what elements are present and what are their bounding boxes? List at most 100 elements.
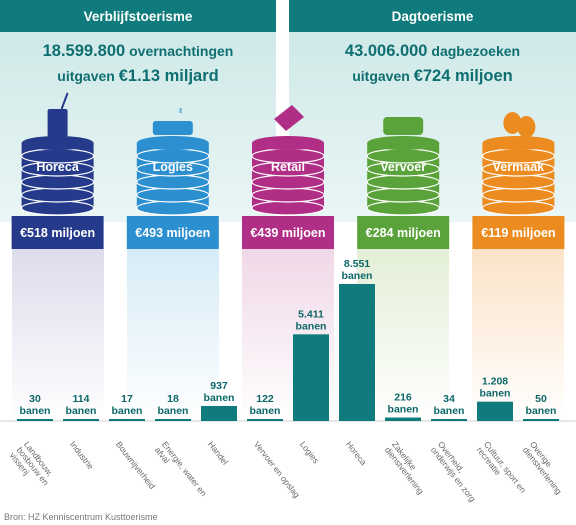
day-title: Dagtoerisme: [391, 8, 474, 24]
column-bg-horeca: [11, 249, 104, 422]
mask-icon: [517, 116, 536, 138]
overnight-number: 18.599.800: [42, 42, 126, 60]
day-spend-value: €724 miljoen: [413, 67, 513, 85]
category-label-vermaak: Vermaak: [493, 160, 544, 174]
jobs-bar-9: [431, 419, 467, 421]
value-label-vervoer: €284 miljoen: [366, 226, 441, 240]
coin-rim-horeca-2: [20, 174, 95, 190]
jobs-bar-1: [63, 419, 99, 421]
overnight-spend-value: €1.13 miljard: [118, 67, 219, 85]
day-spend-label: uitgaven: [352, 68, 410, 84]
jobs-value-3: 18: [167, 393, 179, 405]
value-box-horeca: [11, 216, 104, 249]
day-header: Dagtoerisme: [289, 0, 576, 32]
jobs-value-1: 114: [73, 393, 90, 405]
jobs-unit-6: banen: [296, 320, 327, 332]
value-box-logies: [126, 216, 219, 249]
value-label-vermaak: €119 miljoen: [481, 226, 555, 240]
value-label-logies: €493 miljoen: [135, 226, 210, 240]
coin-top-logies: [136, 136, 209, 150]
jobs-unit-8: banen: [388, 404, 419, 416]
jobs-unit-5: banen: [250, 405, 281, 417]
value-label-retail: €439 miljoen: [250, 226, 325, 240]
day-number: 43.006.000: [344, 42, 428, 60]
jobs-bar-8: [385, 417, 421, 421]
coin-rim-retail-2: [251, 174, 325, 190]
jobs-unit-0: banen: [20, 405, 51, 417]
value-label-horeca: €518 miljoen: [20, 226, 95, 240]
category-label-vervoer: Vervoer: [380, 160, 426, 174]
jobs-value-9: 34: [443, 393, 455, 405]
jobs-value-6: 5.411: [298, 308, 324, 320]
jobs-unit-3: banen: [158, 405, 189, 417]
jobs-unit-10: banen: [480, 388, 511, 400]
overnight-title: Verblijfstoerisme: [83, 8, 193, 24]
jobs-bar-7: [339, 284, 375, 421]
jobs-value-7: 8.551: [344, 258, 370, 270]
jobs-bar-4: [201, 405, 237, 421]
value-box-vermaak: [472, 216, 565, 249]
coin-rim-vermaak-2: [481, 174, 556, 190]
bus-icon: [383, 117, 424, 135]
price-tag-icon: [274, 105, 304, 131]
source-note: Bron: HZ Kenniscentrum Kusttoerisme: [4, 512, 158, 522]
coin-rim-logies-0: [136, 200, 210, 216]
overnight-unit: overnachtingen: [129, 43, 234, 59]
jobs-value-4: 937: [210, 380, 228, 392]
jobs-unit-9: banen: [434, 405, 465, 417]
coin-rim-logies-2: [136, 174, 210, 190]
theater-masks-icon: [503, 112, 522, 134]
straw-icon: [60, 92, 69, 110]
jobs-bar-5: [247, 419, 283, 421]
jobs-bar-0: [17, 419, 53, 421]
jobs-unit-4: banen: [204, 392, 235, 404]
jobs-value-8: 216: [394, 392, 412, 404]
sleep-icon: ᶻ: [179, 107, 183, 118]
jobs-value-11: 50: [535, 393, 547, 405]
column-bg-logies: [126, 249, 219, 422]
jobs-unit-7: banen: [342, 270, 373, 282]
jobs-bar-3: [155, 419, 191, 421]
jobs-unit-2: banen: [112, 405, 143, 417]
coin-top-vermaak: [482, 136, 555, 150]
coin-rim-horeca-0: [20, 200, 95, 216]
day-count: 43.006.000 dagbezoeken: [289, 42, 576, 61]
jobs-unit-1: banen: [66, 405, 97, 417]
value-box-vervoer: [357, 216, 450, 249]
jobs-value-2: 17: [121, 393, 133, 405]
category-label-horeca: Horeca: [36, 160, 79, 174]
drink-icon: [47, 109, 68, 137]
category-label-logies: Logies: [153, 160, 193, 174]
coin-rim-logies-1: [136, 187, 210, 203]
coin-rim-horeca-1: [20, 187, 95, 203]
day-unit: dagbezoeken: [431, 43, 521, 59]
overnight-header: Verblijfstoerisme: [0, 0, 276, 32]
coin-rim-vermaak-1: [481, 187, 556, 203]
jobs-bar-11: [523, 419, 559, 421]
coin-rim-vervoer-1: [366, 187, 440, 203]
coin-rim-retail-0: [251, 200, 325, 216]
jobs-bar-10: [477, 401, 513, 421]
column-bg-vermaak: [472, 249, 565, 422]
coin-rim-vermaak-0: [481, 200, 556, 216]
jobs-value-5: 122: [256, 393, 274, 405]
jobs-bar-6: [293, 334, 329, 421]
bed-icon: [152, 121, 193, 135]
coin-rim-retail-1: [251, 187, 325, 203]
jobs-value-0: 30: [29, 393, 41, 405]
coin-top-horeca: [21, 136, 94, 150]
coin-top-retail: [252, 136, 324, 150]
jobs-value-10: 1.208: [482, 376, 508, 388]
overnight-spend-label: uitgaven: [57, 68, 115, 84]
jobs-bar-2: [109, 419, 145, 421]
coin-top-vervoer: [367, 136, 440, 150]
category-label-retail: Retail: [271, 160, 305, 174]
overnight-spend: uitgaven €1.13 miljard: [0, 67, 276, 86]
jobs-unit-11: banen: [526, 405, 557, 417]
coin-rim-vervoer-0: [366, 200, 440, 216]
day-spend: uitgaven €724 miljoen: [289, 67, 576, 86]
value-box-retail: [242, 216, 334, 249]
coin-rim-vervoer-2: [366, 174, 440, 190]
